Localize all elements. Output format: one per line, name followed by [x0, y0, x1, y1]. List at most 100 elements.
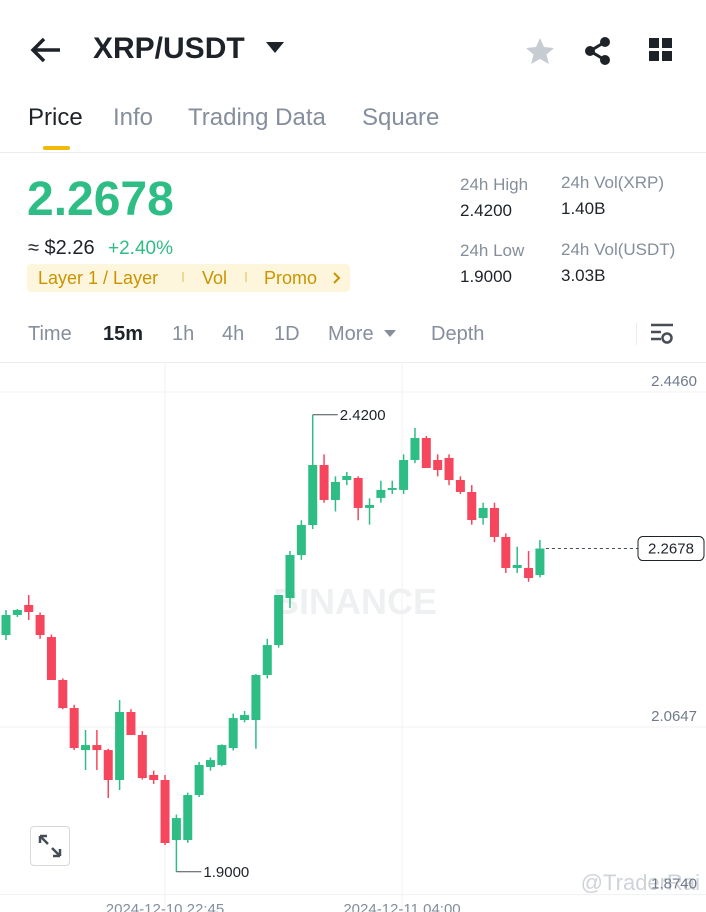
candle-body: [92, 745, 102, 751]
menu-grid[interactable]: [649, 38, 673, 62]
candle-body: [262, 645, 272, 676]
candle-body: [421, 438, 431, 468]
candle-body: [444, 457, 454, 481]
separator: [636, 323, 637, 345]
stat-label: 24h Low: [460, 241, 525, 260]
tag[interactable]: Vol: [202, 268, 228, 288]
candle-body: [24, 604, 34, 612]
watermark: BINANCE: [273, 581, 437, 622]
interval[interactable]: 15m: [103, 323, 144, 345]
candle-body: [274, 595, 284, 646]
stat-label: 24h Vol(USDT): [561, 240, 676, 259]
watermark: @TraderRai: [581, 870, 700, 895]
pair-title[interactable]: XRP/USDT: [93, 32, 245, 65]
candle-body: [365, 504, 375, 508]
x-tick-label: 2024-12-11 04:00: [343, 901, 460, 912]
divider: [0, 362, 706, 363]
candle-body: [251, 675, 261, 720]
candlestick-chart: BINANCE @TraderRai 2024-12-10 22:45 2024-…: [0, 362, 706, 912]
tag-bar: [27, 264, 350, 292]
candle-body: [489, 507, 499, 537]
candle-body: [308, 464, 318, 526]
candle-body: [228, 718, 238, 749]
candle-body: [501, 536, 511, 568]
candle-body: [46, 637, 56, 681]
tag-chevron: [333, 272, 341, 284]
tab[interactable]: Price: [28, 104, 83, 131]
stat-value: 1.9000: [460, 267, 512, 286]
candle-body: [194, 764, 204, 796]
candle-body: [115, 712, 125, 781]
candle-body: [217, 745, 227, 765]
stat-value: 3.03B: [561, 266, 606, 285]
tab-underline: [43, 146, 70, 150]
favorite-star[interactable]: [525, 36, 555, 66]
chart-settings[interactable]: [650, 323, 674, 345]
tag[interactable]: Promo: [264, 268, 318, 288]
candle-body: [342, 475, 352, 481]
candle-body: [183, 795, 193, 841]
interval[interactable]: Time: [28, 323, 72, 345]
interval[interactable]: Depth: [431, 323, 485, 345]
y-tick-label: 2.0647: [651, 708, 697, 725]
tab[interactable]: Square: [362, 104, 440, 131]
candle-body: [35, 614, 45, 636]
last-price: 2.2678: [27, 173, 174, 226]
interval[interactable]: 1h: [172, 323, 195, 345]
tag-separator: [182, 272, 184, 282]
candle-body: [524, 567, 534, 578]
candle-body: [467, 491, 477, 520]
interval[interactable]: 4h: [222, 323, 245, 345]
y-tick-label: 2.4460: [651, 373, 697, 390]
back-button[interactable]: [30, 36, 62, 64]
pair-dropdown[interactable]: [266, 42, 284, 54]
tab[interactable]: Trading Data: [188, 104, 326, 131]
candle-body: [69, 708, 79, 749]
candle-body: [160, 780, 170, 844]
annotation-label: 2.4200: [340, 407, 386, 424]
candle-body: [12, 609, 22, 615]
usd-price: ≈ $2.26: [28, 237, 95, 259]
candle-body: [285, 554, 295, 599]
tag-separator: [245, 272, 247, 282]
stat-value: 2.4200: [460, 201, 512, 220]
candle-body: [387, 488, 397, 490]
candle-body: [353, 477, 363, 508]
candle-body: [296, 525, 306, 555]
candle-body: [58, 680, 68, 709]
price-change: +2.40%: [108, 238, 173, 259]
candle-body: [319, 464, 329, 500]
expand-button[interactable]: [30, 826, 70, 866]
candle-body: [330, 481, 340, 500]
y-tick-label: 1.8740: [651, 876, 697, 893]
candle-body: [512, 564, 522, 568]
divider: [0, 152, 706, 153]
candle-body: [149, 775, 159, 781]
candle-body: [376, 489, 386, 498]
tab[interactable]: Info: [113, 104, 154, 131]
candle-body: [535, 548, 545, 576]
candle-body: [433, 459, 443, 470]
candle-body: [126, 712, 136, 736]
candle-body: [1, 614, 11, 636]
last-price-box: [637, 536, 705, 562]
interval[interactable]: 1D: [274, 323, 300, 345]
share-button[interactable]: [584, 36, 612, 66]
stat-label: 24h Vol(XRP): [561, 173, 664, 192]
candle-body: [103, 750, 113, 781]
candle-body: [410, 438, 420, 460]
candle-body: [399, 459, 409, 490]
candle-body: [240, 714, 250, 720]
stat-value: 1.40B: [561, 199, 606, 218]
candle-body: [478, 507, 488, 518]
candle-body: [137, 735, 147, 778]
candle-body: [81, 745, 91, 751]
candle-body: [205, 760, 215, 768]
annotation-label: 1.9000: [203, 864, 249, 881]
candle-body: [171, 818, 181, 841]
stat-label: 24h High: [460, 175, 529, 194]
interval[interactable]: More: [328, 323, 374, 345]
last-price-label: 2.2678: [648, 541, 694, 558]
tag[interactable]: Layer 1 / Layer: [38, 268, 159, 288]
